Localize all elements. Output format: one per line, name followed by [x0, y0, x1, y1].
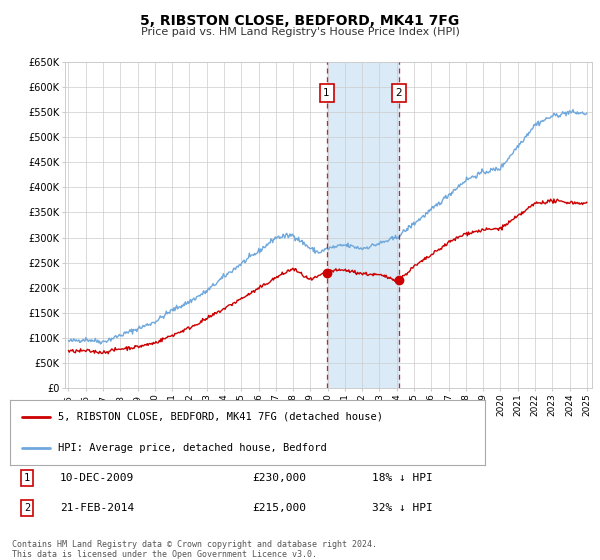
Text: £230,000: £230,000: [252, 473, 306, 483]
Text: 21-FEB-2014: 21-FEB-2014: [60, 503, 134, 513]
Text: 10-DEC-2009: 10-DEC-2009: [60, 473, 134, 483]
Text: 32% ↓ HPI: 32% ↓ HPI: [372, 503, 433, 513]
Text: £215,000: £215,000: [252, 503, 306, 513]
Text: 5, RIBSTON CLOSE, BEDFORD, MK41 7FG (detached house): 5, RIBSTON CLOSE, BEDFORD, MK41 7FG (det…: [58, 412, 383, 422]
Text: 5, RIBSTON CLOSE, BEDFORD, MK41 7FG: 5, RIBSTON CLOSE, BEDFORD, MK41 7FG: [140, 14, 460, 28]
Text: 1: 1: [323, 88, 330, 98]
Text: 2: 2: [24, 503, 30, 513]
Text: Price paid vs. HM Land Registry's House Price Index (HPI): Price paid vs. HM Land Registry's House …: [140, 27, 460, 37]
Text: HPI: Average price, detached house, Bedford: HPI: Average price, detached house, Bedf…: [58, 443, 326, 453]
Bar: [326, 62, 399, 388]
Text: 2: 2: [395, 88, 403, 98]
Text: Contains HM Land Registry data © Crown copyright and database right 2024.
This d: Contains HM Land Registry data © Crown c…: [12, 540, 377, 559]
Text: 1: 1: [24, 473, 30, 483]
Text: 18% ↓ HPI: 18% ↓ HPI: [372, 473, 433, 483]
